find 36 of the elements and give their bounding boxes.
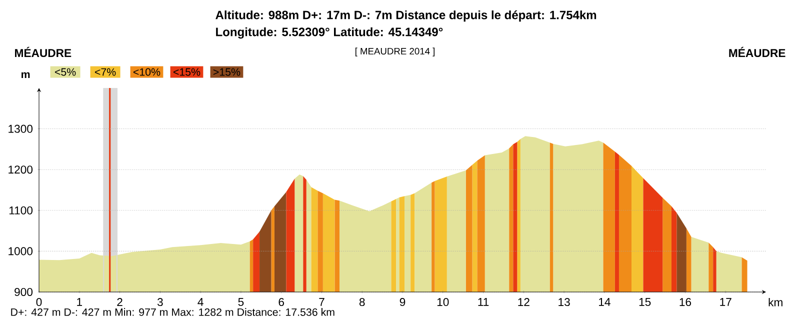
text: <7% [94,68,116,76]
x-tick-label: 16 [680,298,692,306]
x-tick-label: 15 [639,298,651,306]
y-tick-label: 1200 [8,166,33,174]
x-tick-label: 6 [278,298,284,306]
x-tick-label: 2 [117,298,122,306]
y-axis-title: m [22,72,30,78]
x-tick-label: 10 [437,298,449,306]
text: D+: 427 m D-: 427 m Min: 977 m Max: 1282 m Distance: 17.536 km [11,308,334,316]
x-tick-label: 17 [720,298,732,306]
x-tick-label: 11 [478,298,489,306]
x-tick-label: 12 [518,298,530,306]
x-tick-label: 14 [599,298,610,306]
text: <10% [133,68,160,76]
x-tick-label: 1 [77,298,82,306]
x-tick-label: 8 [359,298,365,306]
x-tick-label: 0 [36,298,42,306]
x-tick-label: 7 [319,298,324,306]
y-tick-label: 1300 [8,124,33,133]
text: Altitude: 988m D+: 17m D-: 7m Distance depuis le départ: 1.754km [216,10,596,22]
y-tick-label: 900 [14,288,33,296]
chart-title: [ MEAUDRE 2014 ] [355,48,435,56]
text: MÉAUDRE [15,46,72,58]
x-tick-label: 3 [157,298,163,306]
x-tick-label: 13 [558,298,570,306]
text: <5% [54,68,76,76]
x-tick-label: 4 [198,298,204,306]
x-tick-label: 5 [238,298,244,306]
text: <15% [173,68,200,76]
text: >15% [213,68,240,76]
text: MÉAUDRE [729,46,786,58]
y-tick-label: 1100 [9,206,33,214]
x-tick-label: 9 [400,298,406,306]
x-axis-title: km [768,298,782,306]
text: Longitude: 5.52309° Latitude: 45.14349° [216,27,443,39]
y-tick-label: 1000 [8,247,33,256]
